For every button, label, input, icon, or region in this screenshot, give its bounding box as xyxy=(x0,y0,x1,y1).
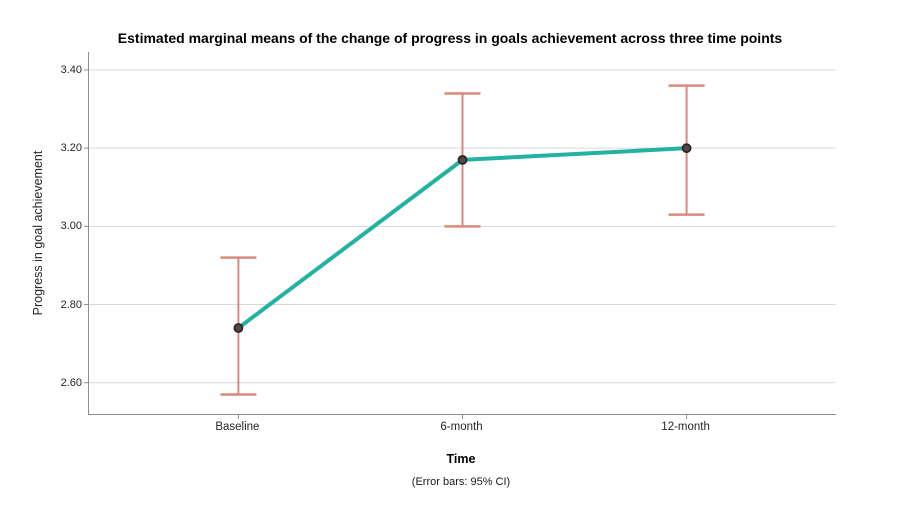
x-tick-label: Baseline xyxy=(215,421,260,433)
data-point-marker xyxy=(681,143,692,154)
plot-area xyxy=(84,52,836,419)
chart-canvas xyxy=(84,69,836,419)
y-tick-label: 3.20 xyxy=(60,142,82,155)
data-point-marker xyxy=(457,154,468,165)
y-tick-label: 2.80 xyxy=(60,298,82,311)
x-tick-label: 6-month xyxy=(440,421,483,433)
y-axis-tick-labels: 2.60 2.80 3.00 3.20 3.40 xyxy=(20,0,82,527)
x-axis-title: Time xyxy=(446,452,476,466)
y-tick-label: 3.00 xyxy=(60,220,82,233)
y-tick-label: 2.60 xyxy=(60,376,82,389)
x-tick-label: 12-month xyxy=(661,421,710,433)
y-tick-label: 3.40 xyxy=(60,63,82,76)
data-point-marker xyxy=(233,323,244,333)
error-bars-footnote: (Error bars: 95% CI) xyxy=(411,476,511,488)
chart-title: Estimated marginal means of the change o… xyxy=(117,30,783,46)
